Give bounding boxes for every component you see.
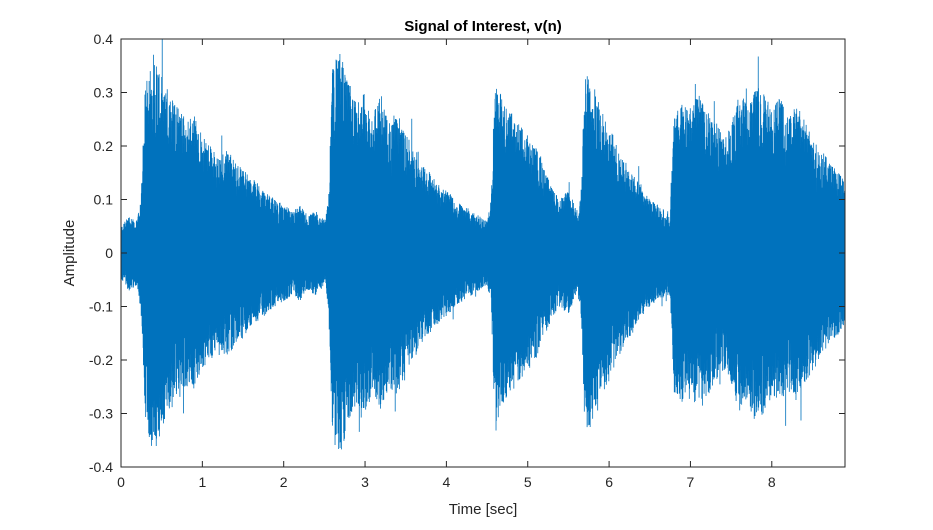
- y-tick-label: 0.4: [94, 31, 114, 47]
- y-tick-label: -0.3: [89, 406, 113, 422]
- y-tick-label: 0.1: [94, 192, 114, 208]
- x-axis-label: Time [sec]: [449, 501, 518, 518]
- x-tick-label: 8: [768, 474, 776, 490]
- y-tick-label: 0.2: [94, 138, 114, 154]
- y-tick-label: -0.4: [89, 459, 113, 475]
- y-tick-label: 0.3: [94, 85, 114, 101]
- y-tick-label: -0.1: [89, 299, 113, 315]
- x-tick-label: 0: [117, 474, 125, 490]
- x-tick-label: 7: [687, 474, 695, 490]
- y-axis-label: Amplitude: [61, 220, 78, 287]
- y-axis-ticks: -0.4 -0.3 -0.2 -0.1 0 0.1 0.2 0.3 0.4: [89, 31, 845, 475]
- y-tick-label: 0: [105, 245, 113, 261]
- y-tick-label: -0.2: [89, 352, 113, 368]
- x-tick-label: 5: [524, 474, 532, 490]
- waveform-layer: [120, 38, 846, 450]
- signal-line: [120, 38, 846, 450]
- x-tick-label: 3: [361, 474, 369, 490]
- x-axis-ticks: 0 1 2 3 4 5 6 7 8: [117, 39, 776, 490]
- x-tick-label: 4: [442, 474, 450, 490]
- chart-title: Signal of Interest, v(n): [404, 18, 562, 35]
- x-tick-label: 2: [280, 474, 288, 490]
- x-tick-label: 1: [198, 474, 206, 490]
- x-tick-label: 6: [605, 474, 613, 490]
